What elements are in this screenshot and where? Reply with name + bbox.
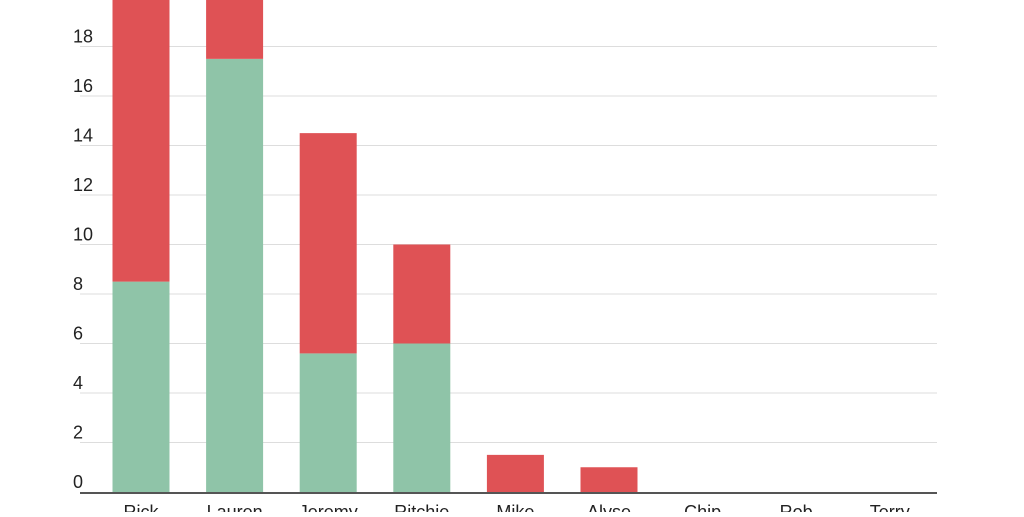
y-tick-label: 14 (73, 126, 93, 146)
bar-segment-jeremy-series-1 (299, 353, 357, 492)
bar-segment-alyse-series-2 (580, 467, 638, 492)
bar-segment-lauren-series-2 (206, 0, 264, 59)
x-tick-label-jeremy: Jeremy (299, 502, 358, 512)
x-tick-labels: Rick Lauren Jeremy Ritchie Mike Alyse Chip Rob T… (124, 502, 910, 517)
x-tick-label-chip: Chip (684, 502, 721, 512)
bar-segment-jeremy-series-2 (299, 133, 357, 354)
x-tick-label-rick: Rick (124, 502, 160, 512)
bars (112, 0, 638, 492)
y-tick-label: 10 (73, 225, 93, 245)
y-tick-label: 0 (73, 472, 83, 492)
y-tick-label: 12 (73, 175, 93, 195)
x-tick-label-terry: Terry (870, 502, 910, 512)
x-tick-label-mike: Mike (496, 502, 534, 512)
x-tick-label-ritchie: Ritchie (394, 502, 449, 512)
x-tick-label-rob: Rob (780, 502, 813, 512)
y-tick-label: 4 (73, 373, 83, 393)
x-tick-label-alyse: Alyse (587, 502, 631, 512)
y-tick-label: 6 (73, 324, 83, 344)
bar-segment-lauren-series-1 (206, 58, 264, 492)
bar-segment-rick-series-1 (112, 281, 170, 492)
bar-segment-ritchie-series-2 (393, 244, 451, 344)
x-tick-label-lauren: Lauren (207, 502, 263, 512)
y-tick-label: 18 (73, 27, 93, 47)
bar-segment-rick-series-2 (112, 0, 170, 282)
bar-segment-ritchie-series-1 (393, 343, 451, 492)
bar-segment-mike-series-2 (486, 454, 544, 492)
y-tick-label: 16 (73, 76, 93, 96)
y-tick-label: 2 (73, 423, 83, 443)
y-tick-labels: 0 2 4 6 8 10 12 14 16 18 (73, 27, 93, 493)
y-tick-label: 8 (73, 274, 83, 294)
